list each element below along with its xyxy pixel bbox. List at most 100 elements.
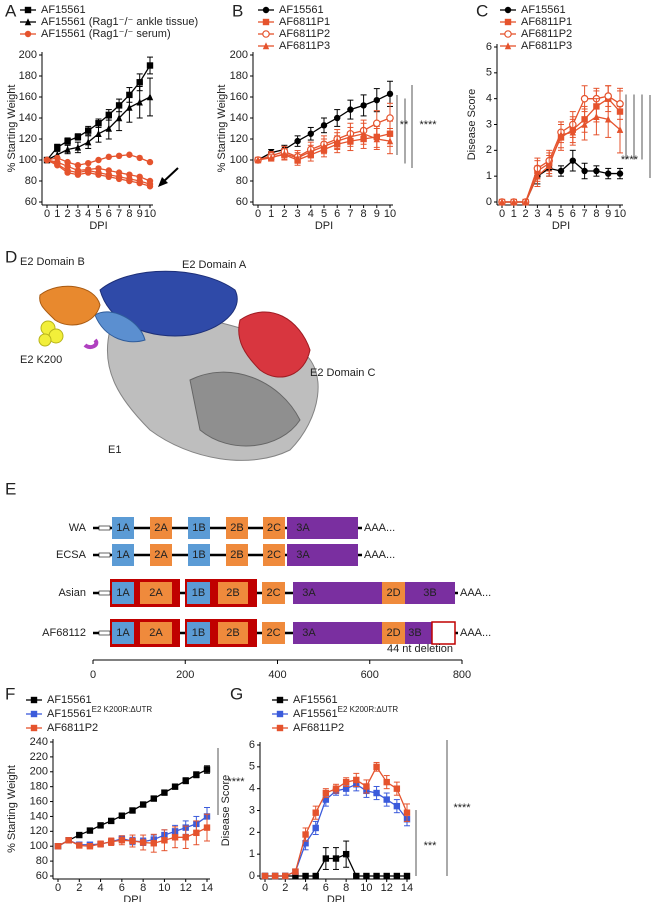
marker — [322, 789, 330, 797]
marker — [76, 842, 83, 849]
gene-segment — [112, 622, 134, 644]
y-tick-label: 6 — [486, 41, 492, 53]
marker — [64, 169, 71, 176]
gene-segment — [263, 517, 285, 539]
marker — [146, 158, 154, 166]
y-tick-label: 200 — [230, 49, 248, 61]
marker — [261, 872, 269, 880]
marker — [43, 156, 51, 164]
marker — [136, 98, 143, 106]
legend-label: AF6811P2 — [279, 28, 330, 40]
row-label: WA — [69, 522, 87, 534]
x-tick-label: 0 — [44, 208, 50, 220]
y-tick-label: 1 — [486, 170, 492, 182]
marker — [161, 789, 168, 796]
marker — [74, 162, 82, 169]
marker — [85, 138, 92, 146]
marker — [605, 170, 612, 177]
y-tick-label: 140 — [230, 112, 248, 124]
marker — [320, 122, 328, 129]
marker — [403, 872, 411, 880]
legend-label: AF6811P3 — [279, 40, 330, 52]
marker — [139, 801, 147, 808]
x-tick-label: 4 — [98, 882, 104, 894]
y-tick-label: 120 — [19, 133, 37, 145]
marker — [146, 62, 154, 69]
marker — [393, 802, 401, 810]
gene-segment — [405, 582, 455, 604]
significance-label: **** — [453, 802, 471, 814]
x-axis-label: DPI — [552, 220, 570, 232]
x-tick-label: 0 — [90, 669, 96, 681]
x-tick-label: 5 — [321, 208, 327, 220]
x-tick-label: 14 — [401, 882, 413, 894]
x-tick-label: 800 — [453, 669, 471, 681]
marker — [268, 154, 275, 162]
gene-segment — [262, 582, 285, 604]
legend-name: AF6811P2 — [279, 28, 330, 40]
marker — [271, 872, 279, 880]
marker — [302, 872, 309, 880]
segment-label: 1B — [192, 522, 205, 534]
x-tick-label: 1 — [511, 208, 517, 220]
row-label: AF68112 — [42, 627, 86, 639]
x-tick-label: 6 — [119, 882, 125, 894]
legend-name: AF15561 — [47, 694, 92, 706]
gene-segment — [226, 517, 248, 539]
row-label: ECSA — [56, 549, 87, 561]
legend-name: AF6811P2 — [293, 722, 344, 734]
marker — [95, 120, 102, 127]
segment-label: 3B — [408, 627, 421, 639]
marker — [74, 133, 82, 141]
marker — [182, 777, 189, 784]
marker — [129, 837, 136, 845]
legend-label: AF15561 (Rag1⁻/⁻ serum) — [41, 28, 171, 40]
x-tick-label: 8 — [593, 208, 599, 220]
marker — [292, 868, 299, 875]
y-tick-label: 5 — [486, 67, 492, 79]
x-tick-label: 5 — [95, 208, 101, 220]
x-tick-label: 2 — [282, 882, 288, 894]
marker — [322, 855, 330, 862]
deletion — [431, 621, 456, 645]
marker — [262, 30, 270, 38]
x-tick-label: 4 — [308, 208, 314, 220]
legend-name: AF15561 (Rag1⁻/⁻ ankle tissue) — [41, 16, 198, 28]
marker — [171, 783, 179, 790]
x-tick-label: 6 — [323, 882, 329, 894]
gene-segment — [226, 544, 248, 566]
gene-segment — [140, 622, 172, 644]
legend-name: AF15561 (Rag1⁻/⁻ serum) — [41, 28, 171, 40]
marker — [312, 824, 319, 832]
structure-label: E2 Domain C — [310, 367, 375, 379]
marker — [569, 128, 576, 136]
marker — [581, 167, 588, 175]
legend-label: AF6811P1 — [521, 16, 572, 28]
marker — [373, 96, 380, 104]
x-tick-label: 6 — [334, 208, 340, 220]
marker — [581, 120, 588, 128]
segment-label: 2B — [226, 627, 239, 639]
marker — [557, 131, 565, 139]
marker — [54, 144, 61, 151]
marker — [593, 113, 600, 120]
marker — [320, 142, 328, 150]
marker — [85, 159, 92, 167]
marker — [353, 776, 360, 784]
x-tick-label: 0 — [262, 882, 268, 894]
significance-label: **** — [419, 119, 437, 131]
marker — [504, 30, 512, 38]
y-tick-label: 3 — [486, 118, 492, 130]
marker — [136, 154, 143, 162]
x-tick-label: 2 — [523, 208, 529, 220]
x-tick-label: 3 — [534, 208, 540, 220]
deletion-note: 44 nt deletion — [387, 643, 453, 655]
legend-label: AF15561E2 K200R:ΔUTR — [293, 705, 398, 720]
legend-name: AF6811P1 — [521, 16, 572, 28]
x-tick-label: 2 — [65, 208, 71, 220]
gene-segment — [188, 517, 210, 539]
legend-label: AF6811P2 — [293, 722, 344, 734]
marker — [115, 152, 123, 159]
x-tick-label: 10 — [144, 208, 156, 220]
marker — [373, 872, 380, 880]
